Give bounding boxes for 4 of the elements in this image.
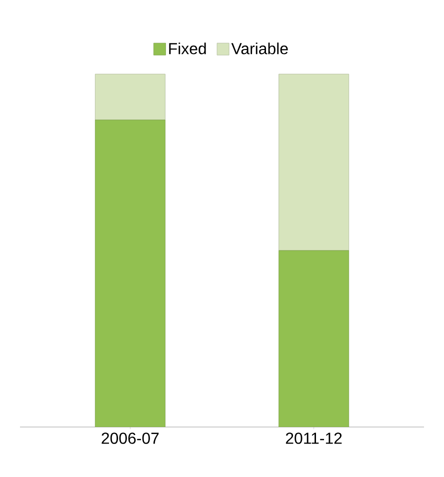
- legend-label: Fixed: [169, 42, 206, 54]
- legend-label: Variable: [231, 42, 288, 54]
- x-tick-label: 2011-12: [286, 432, 342, 444]
- x-tick-label: 2006-07: [102, 432, 159, 444]
